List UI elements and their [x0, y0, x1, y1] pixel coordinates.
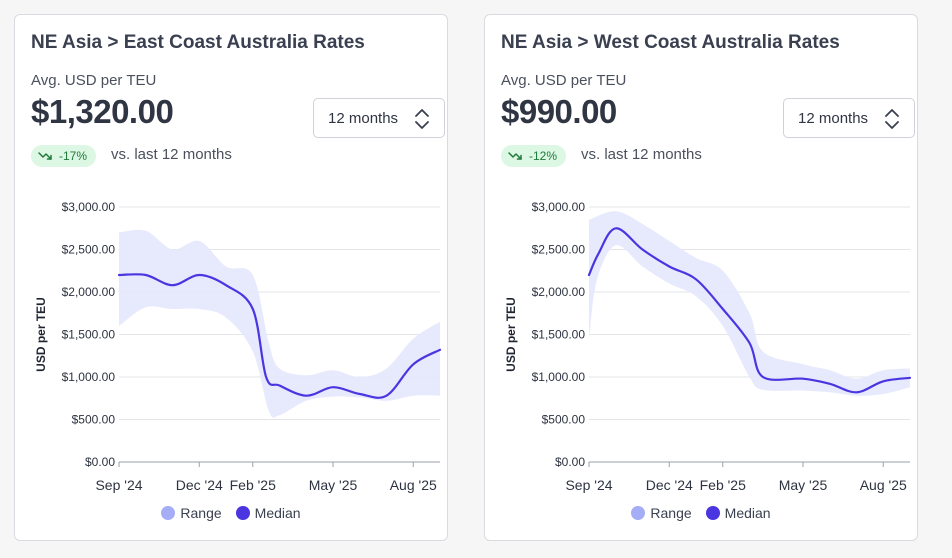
average-rate-value: $1,320.00 [31, 93, 174, 130]
y-axis-label: USD per TEU [34, 297, 48, 372]
median-swatch [705, 506, 720, 520]
x-tick-label: May '25 [309, 477, 358, 493]
y-tick-label: $1,000.00 [532, 370, 586, 384]
y-tick-label: $2,000.00 [62, 285, 116, 299]
chevron-up-down-icon [415, 109, 429, 129]
value-caption: Avg. USD per TEU [31, 72, 157, 89]
y-tick-label: $500.00 [542, 413, 586, 427]
y-tick-label: $0.00 [85, 455, 115, 469]
comparison-caption: vs. last 12 months [111, 146, 232, 163]
legend-item-range[interactable]: Range [631, 505, 692, 521]
y-tick-label: $0.00 [555, 455, 585, 469]
x-tick-label: Dec '24 [646, 477, 693, 493]
y-tick-label: $2,500.00 [532, 243, 586, 257]
change-percent: -12% [529, 149, 558, 163]
average-rate-value: $990.00 [501, 93, 617, 130]
legend-label-range: Range [650, 505, 692, 521]
change-badge: -12% [501, 145, 567, 167]
y-tick-label: $3,000.00 [62, 200, 116, 214]
card-title: NE Asia > East Coast Australia Rates [31, 32, 365, 53]
card-title: NE Asia > West Coast Australia Rates [501, 32, 840, 53]
y-axis-label: USD per TEU [504, 297, 518, 372]
change-badge: -17% [31, 145, 97, 167]
y-tick-label: $2,000.00 [532, 285, 586, 299]
legend-item-median[interactable]: Median [705, 505, 771, 521]
period-select-value: 12 months [328, 109, 399, 127]
range-swatch [161, 506, 176, 520]
rates-area-chart: $0.00 $500.00 $1,000.00 $1,500.00 $2,000.00 $… [504, 200, 912, 493]
west-coast-rates-card: NE Asia > West Coast Australia Rates Avg… [484, 14, 918, 541]
chevron-up-down-icon [885, 109, 899, 129]
median-line [587, 227, 912, 394]
x-tick-label: May '25 [779, 477, 828, 493]
range-swatch [631, 506, 646, 520]
x-tick-label: Sep '24 [565, 477, 612, 493]
y-tick-label: $500.00 [72, 413, 116, 427]
change-percent: -17% [59, 149, 88, 163]
period-select[interactable]: 12 months [313, 98, 445, 138]
legend-label-median: Median [254, 505, 301, 521]
legend-item-range[interactable]: Range [161, 505, 222, 521]
east-coast-rates-card: NE Asia > East Coast Australia Rates Avg… [14, 14, 448, 541]
value-caption: Avg. USD per TEU [501, 72, 627, 89]
median-line [117, 273, 442, 399]
y-tick-label: $1,000.00 [62, 370, 116, 384]
legend-label-range: Range [180, 505, 222, 521]
x-tick-label: Dec '24 [176, 477, 223, 493]
trend-down-icon [508, 152, 522, 160]
x-tick-label: Feb '25 [700, 477, 746, 493]
chart-legend: Range Median [15, 505, 447, 521]
trend-down-icon [38, 152, 52, 160]
x-tick-label: Aug '25 [860, 477, 907, 493]
range-band [589, 211, 910, 396]
x-tick-label: Sep '24 [95, 477, 142, 493]
rates-area-chart: $0.00 $500.00 $1,000.00 $1,500.00 $2,000.00 $… [34, 200, 442, 493]
period-select-value: 12 months [798, 109, 869, 127]
x-tick-label: Feb '25 [230, 477, 276, 493]
y-tick-label: $3,000.00 [532, 200, 586, 214]
range-band [119, 229, 440, 418]
comparison-caption: vs. last 12 months [581, 146, 702, 163]
legend-item-median[interactable]: Median [235, 505, 301, 521]
y-tick-label: $2,500.00 [62, 243, 116, 257]
y-tick-label: $1,500.00 [532, 328, 586, 342]
chart-legend: Range Median [485, 505, 917, 521]
x-tick-label: Aug '25 [390, 477, 437, 493]
period-select[interactable]: 12 months [783, 98, 915, 138]
median-swatch [235, 506, 250, 520]
legend-label-median: Median [724, 505, 771, 521]
y-tick-label: $1,500.00 [62, 328, 116, 342]
